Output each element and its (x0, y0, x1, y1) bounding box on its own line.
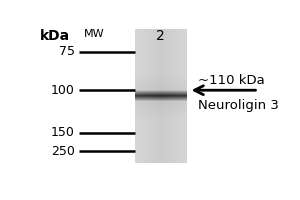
Text: ~110 kDa: ~110 kDa (198, 74, 265, 87)
Text: kDa: kDa (40, 29, 70, 43)
Text: Neuroligin 3: Neuroligin 3 (198, 99, 279, 112)
Text: 250: 250 (51, 145, 75, 158)
Text: 150: 150 (51, 126, 75, 139)
Text: 100: 100 (51, 84, 75, 97)
Text: MW: MW (84, 29, 105, 39)
Text: 75: 75 (59, 45, 75, 58)
Text: 2: 2 (156, 29, 165, 43)
